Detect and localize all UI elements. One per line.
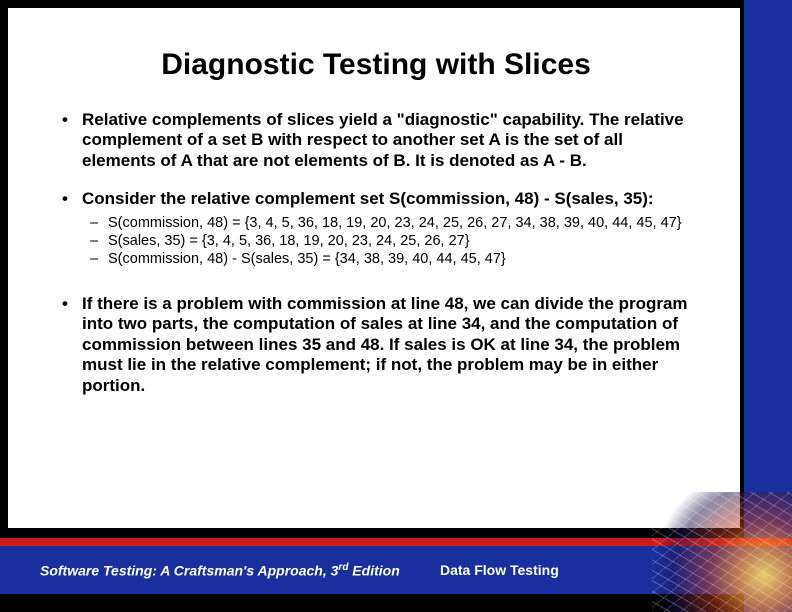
footer-edition-suffix: Edition	[348, 562, 399, 578]
bullet-item: Consider the relative complement set S(c…	[60, 189, 692, 268]
bullet-item: Relative complements of slices yield a "…	[60, 110, 692, 171]
sub-item: S(commission, 48) = {3, 4, 5, 36, 18, 19…	[90, 214, 692, 232]
footer-book-title: Software Testing: A Craftsman's Approach…	[40, 562, 338, 578]
footer-right: Data Flow Testing	[440, 562, 559, 578]
sub-item: S(sales, 35) = {3, 4, 5, 36, 18, 19, 20,…	[90, 232, 692, 250]
footer-edition-sup: rd	[338, 562, 348, 573]
slide: Diagnostic Testing with Slices Relative …	[0, 0, 792, 612]
bullet-text: If there is a problem with commission at…	[82, 294, 688, 395]
sub-list: S(commission, 48) = {3, 4, 5, 36, 18, 19…	[90, 214, 692, 268]
bullet-item: If there is a problem with commission at…	[60, 294, 692, 396]
bullet-list: Relative complements of slices yield a "…	[60, 110, 692, 396]
content-area: Diagnostic Testing with Slices Relative …	[8, 8, 740, 528]
bullet-text: Consider the relative complement set S(c…	[82, 189, 654, 208]
bullet-text: Relative complements of slices yield a "…	[82, 110, 684, 170]
slide-title: Diagnostic Testing with Slices	[60, 48, 692, 82]
corner-decoration	[652, 492, 792, 612]
sub-item: S(commission, 48) - S(sales, 35) = {34, …	[90, 250, 692, 268]
footer-left: Software Testing: A Craftsman's Approach…	[40, 562, 400, 579]
